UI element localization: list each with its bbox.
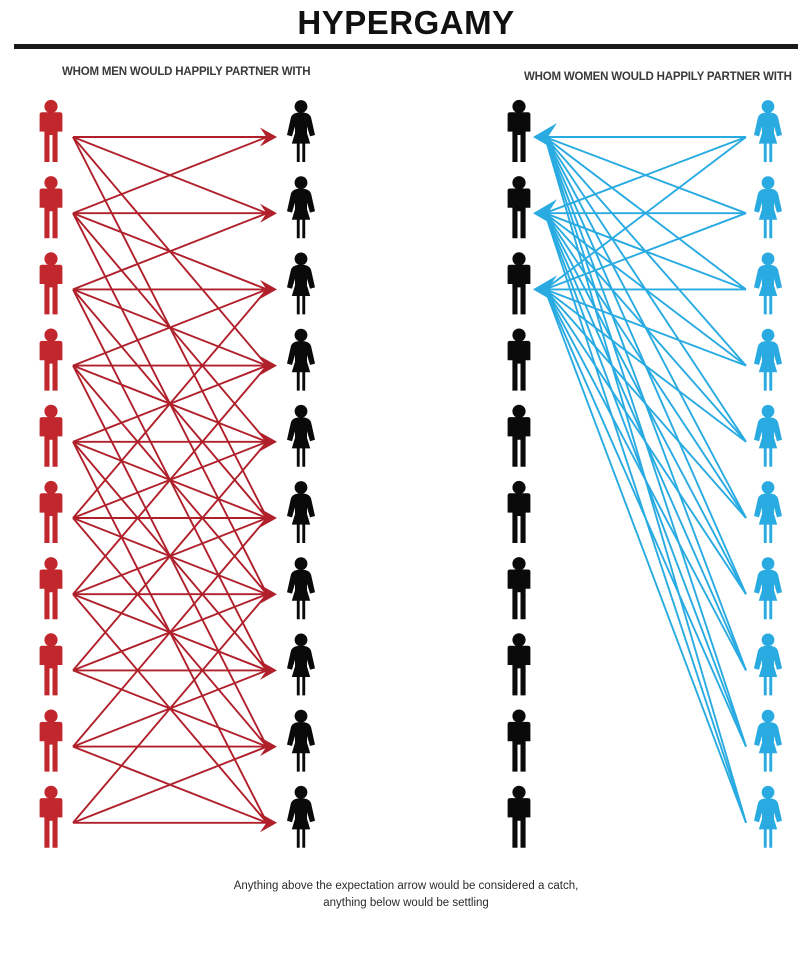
arrowhead-icon [533,199,557,228]
woman-figure [754,785,782,848]
man-figure [39,633,63,696]
arrowhead-icon [533,123,557,151]
man-figure [39,99,63,162]
woman-figure [754,404,782,467]
man-figure [39,404,63,467]
right-panel-heading: WHOM WOMEN WOULD HAPPILY PARTNER WITH [524,71,792,83]
woman-figure [287,328,315,391]
man-figure [39,176,63,239]
preference-arrow-line [72,593,268,824]
arrowhead-icon [260,660,277,680]
preference-arrow-line [544,136,747,519]
man-figure [507,252,531,315]
woman-figure [754,100,782,162]
left-panel [39,99,315,848]
preference-arrow-line [72,441,268,672]
caption-line-2: anything below would be settling [323,897,489,909]
woman-figure [287,633,315,696]
arrowhead-icon [260,127,277,147]
arrowhead-icon [260,584,277,604]
woman-figure [287,709,315,772]
preference-arrow-line [72,364,268,595]
man-figure [507,480,531,543]
man-figure [507,404,531,467]
preference-arrow-line [544,136,747,595]
woman-figure [754,252,782,315]
woman-figure [754,709,782,772]
preference-arrow-line [544,136,747,443]
preference-arrow-line [544,136,747,747]
arrowhead-icon [260,203,277,223]
caption-line-1: Anything above the expectation arrow wou… [233,880,579,892]
man-figure [39,480,63,543]
preference-arrow-line [544,136,747,291]
left-panel-arrows [72,127,277,833]
arrowhead-icon [260,737,277,757]
caption: Anything above the expectation arrow wou… [0,878,812,912]
left-panel-men-column [39,99,63,848]
arrowhead-icon [260,279,277,299]
woman-figure [754,328,782,391]
preference-arrow-line [544,136,747,824]
preference-arrow-line [72,517,268,748]
preference-arrow-line [544,136,747,367]
man-figure [39,328,63,391]
left-panel-women-column [287,100,315,848]
preference-arrow-line [72,136,268,215]
man-figure [39,785,63,848]
arrowhead-icon [260,813,277,833]
arrowhead-icon [260,356,277,376]
man-figure [507,176,531,239]
preference-arrow-line [72,212,268,291]
preference-arrow-line [544,212,747,824]
page-title: HYPERGAMY [297,4,515,41]
arrowhead-icon [260,432,277,452]
man-figure [39,557,63,620]
man-figure [507,633,531,696]
woman-figure [754,481,782,543]
preference-arrow-line [72,288,268,367]
preference-arrow-line [544,136,747,671]
woman-figure [287,100,315,162]
woman-figure [287,481,315,543]
woman-figure [754,557,782,620]
right-panel [507,99,782,848]
man-figure [507,328,531,391]
right-panel-women-column [754,100,782,848]
preference-arrow-line [72,288,268,519]
preference-arrow-line [544,289,747,824]
title-divider-rule [14,44,798,49]
woman-figure [287,785,315,848]
man-figure [507,785,531,848]
man-figure [507,557,531,620]
left-panel-heading: WHOM MEN WOULD HAPPILY PARTNER WITH [62,66,311,78]
man-figure [39,252,63,315]
arrowhead-icon [533,275,557,304]
woman-figure [754,176,782,239]
right-panel-arrows [533,123,747,824]
arrowhead-icon [260,508,277,528]
preference-arrow-line [544,136,747,215]
woman-figure [287,404,315,467]
preference-arrow-line [72,745,268,824]
man-figure [39,709,63,772]
woman-figure [287,557,315,620]
man-figure [507,99,531,162]
woman-figure [287,176,315,239]
right-panel-men-column [507,99,531,848]
woman-figure [754,633,782,696]
man-figure [507,709,531,772]
woman-figure [287,252,315,315]
